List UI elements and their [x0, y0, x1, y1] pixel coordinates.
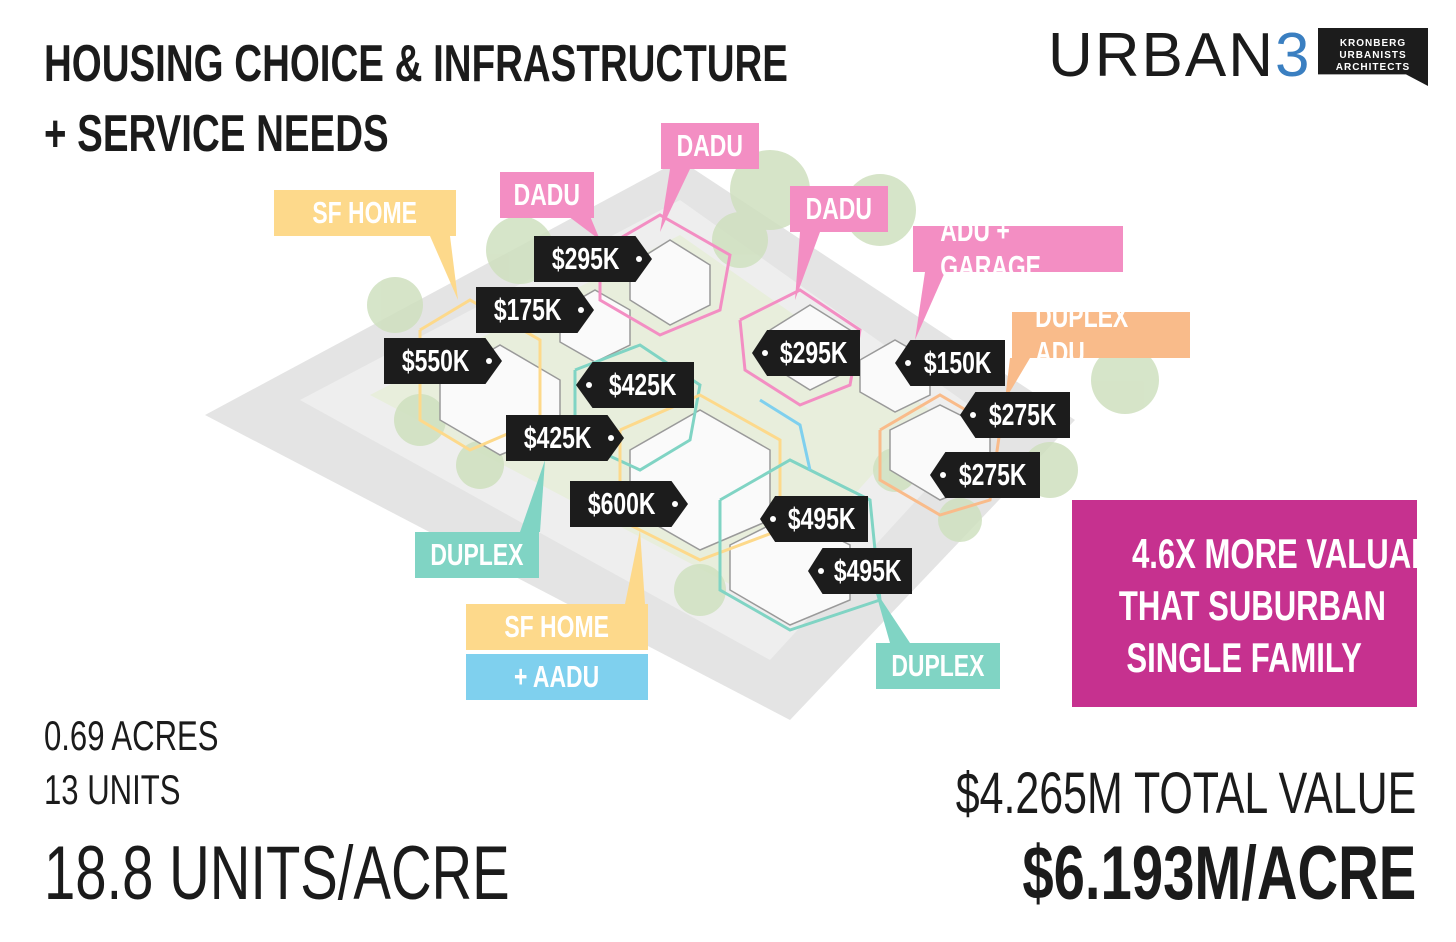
- type-label: DADU: [661, 123, 759, 169]
- stat-text: 18.8 UNITS/ACRE: [44, 831, 510, 916]
- price-tag: $295K: [534, 236, 652, 282]
- price-tag: $600K: [570, 481, 688, 527]
- price-tag: $495K: [808, 548, 912, 594]
- price-text: $275K: [959, 457, 1027, 492]
- type-label: DUPLEX ADU: [1012, 299, 1190, 370]
- tag-hole: [586, 382, 592, 388]
- tag-hole: [636, 256, 642, 262]
- title-text: + SERVICE NEEDS: [44, 105, 389, 163]
- title-line: + SERVICE NEEDS: [44, 104, 510, 164]
- title-line: HOUSING CHOICE & INFRASTRUCTURE: [44, 34, 1049, 94]
- price-text: $495K: [834, 553, 902, 588]
- callout: 4.6X MORE VALUABLE THAT SUBURBAN SINGLE …: [1072, 500, 1456, 707]
- price-tag: $425K: [576, 362, 694, 408]
- callout-text: SINGLE FAMILY: [1126, 634, 1363, 681]
- logo-text: URBANISTS: [1339, 50, 1407, 61]
- price-tag: $275K: [930, 452, 1040, 498]
- tag-hole: [762, 350, 768, 356]
- callout-text: THAT SUBURBAN: [1118, 582, 1386, 629]
- tag-hole: [672, 501, 678, 507]
- price-text: $175K: [494, 292, 562, 327]
- type-label: DADU: [500, 172, 594, 218]
- tag-hole: [608, 435, 614, 441]
- tag-hole: [486, 358, 492, 364]
- callout-line: 4.6X MORE VALUABLE: [1072, 528, 1456, 580]
- tag-hole: [578, 307, 584, 313]
- label-text: SF HOME: [504, 609, 610, 644]
- logo-number: 3: [1275, 21, 1312, 90]
- label-text: DUPLEX ADU: [1035, 299, 1129, 370]
- label-text: DUPLEX: [891, 648, 985, 683]
- type-label: ADU + GARAGE: [913, 213, 1123, 284]
- label-text: SF HOME: [312, 195, 418, 230]
- callout-line: THAT SUBURBAN: [1072, 580, 1417, 632]
- label-text: DADU: [805, 191, 873, 226]
- tag-hole: [940, 472, 946, 478]
- stat: 13 UNITS: [44, 766, 228, 814]
- stat: 0.69 ACRES: [44, 712, 280, 760]
- price-text: $425K: [524, 420, 592, 455]
- type-label: DUPLEX: [415, 532, 539, 578]
- stat-text: $6.193M/ACRE: [1022, 831, 1416, 916]
- type-label: DUPLEX: [876, 643, 1000, 689]
- price-text: $425K: [609, 367, 677, 402]
- price-text: $275K: [989, 397, 1057, 432]
- logo-text: URBAN: [1048, 21, 1276, 90]
- price-text: $550K: [402, 343, 470, 378]
- label-text: DUPLEX: [430, 537, 524, 572]
- type-label: DADU: [790, 186, 888, 232]
- callout-text: 4.6X MORE VALUABLE: [1131, 530, 1456, 577]
- price-tag: $175K: [476, 287, 594, 333]
- label-text: DADU: [676, 128, 744, 163]
- tag-hole: [770, 516, 776, 522]
- stat: $6.193M/ACRE: [884, 830, 1416, 917]
- price-tag: $275K: [960, 392, 1070, 438]
- stat: $4.265M TOTAL VALUE: [794, 760, 1416, 827]
- price-tag: $495K: [760, 496, 868, 542]
- tag-hole: [970, 412, 976, 418]
- logo-text: KRONBERG: [1339, 38, 1407, 49]
- price-text: $295K: [552, 241, 620, 276]
- price-tag: $425K: [506, 415, 624, 461]
- callout-line: SINGLE FAMILY: [1072, 632, 1417, 684]
- price-text: $150K: [924, 345, 992, 380]
- label-text: ADU + GARAGE: [940, 213, 1041, 284]
- label-text: DADU: [513, 177, 581, 212]
- label-pointers: [430, 169, 1030, 643]
- price-text: $600K: [588, 486, 656, 521]
- stat-text: 0.69 ACRES: [44, 712, 219, 759]
- price-text: $495K: [788, 501, 856, 536]
- price-tag: $550K: [384, 338, 502, 384]
- tag-hole: [818, 568, 824, 574]
- stat-text: 13 UNITS: [44, 766, 181, 813]
- price-text: $295K: [780, 335, 848, 370]
- type-label: SF HOME: [274, 190, 456, 236]
- urban3-logo: URBAN3: [1048, 20, 1312, 91]
- logo-text: ARCHITECTS: [1335, 62, 1411, 73]
- price-tag: $295K: [752, 330, 860, 376]
- type-label: SF HOME: [466, 604, 648, 650]
- stat-text: $4.265M TOTAL VALUE: [955, 761, 1416, 826]
- price-tag: $150K: [895, 340, 1005, 386]
- stat: 18.8 UNITS/ACRE: [44, 830, 673, 917]
- label-text: + AADU: [514, 659, 600, 694]
- type-label: + AADU: [466, 654, 648, 700]
- tag-hole: [905, 360, 911, 366]
- title-text: HOUSING CHOICE & INFRASTRUCTURE: [44, 35, 788, 93]
